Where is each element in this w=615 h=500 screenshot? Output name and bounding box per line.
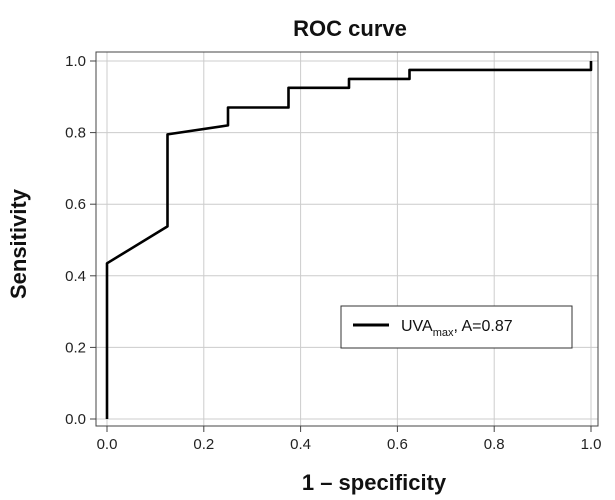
roc-curve-line <box>105 61 593 419</box>
y-tick-label: 0.0 <box>65 411 86 428</box>
x-tick-label: 0.0 <box>97 436 118 453</box>
y-tick-label: 0.2 <box>65 339 86 356</box>
y-tick-label: 1.0 <box>65 53 86 70</box>
x-tick-label: 0.4 <box>290 436 311 453</box>
grid-layer <box>96 52 598 426</box>
legend-label-rest: , A=0.87 <box>454 318 513 335</box>
legend-label: UVAmax, A=0.87 <box>401 318 513 339</box>
x-tick-label: 0.8 <box>484 436 505 453</box>
legend: UVAmax, A=0.87 <box>340 305 573 349</box>
legend-box <box>340 305 573 349</box>
x-axis-label: 1 – specificity <box>301 470 447 495</box>
series-layer <box>105 61 593 419</box>
y-tick-label: 0.8 <box>65 125 86 142</box>
legend-label-sub: max <box>433 327 454 339</box>
y-tick-label: 0.6 <box>65 196 86 213</box>
y-tick-label: 0.4 <box>65 268 86 285</box>
chart-title: ROC curve <box>293 16 407 41</box>
x-tick-label: 0.6 <box>387 436 408 453</box>
ticks-layer: 0.0 0.2 0.4 0.6 0.8 1.0 0.0 0.2 0.4 0.6 0.8 1.0 <box>65 53 601 453</box>
x-tick-label: 0.2 <box>193 436 214 453</box>
plot-frame <box>95 51 599 427</box>
x-tick-label: 1.0 <box>581 436 602 453</box>
legend-label-base: UVA <box>401 318 433 335</box>
